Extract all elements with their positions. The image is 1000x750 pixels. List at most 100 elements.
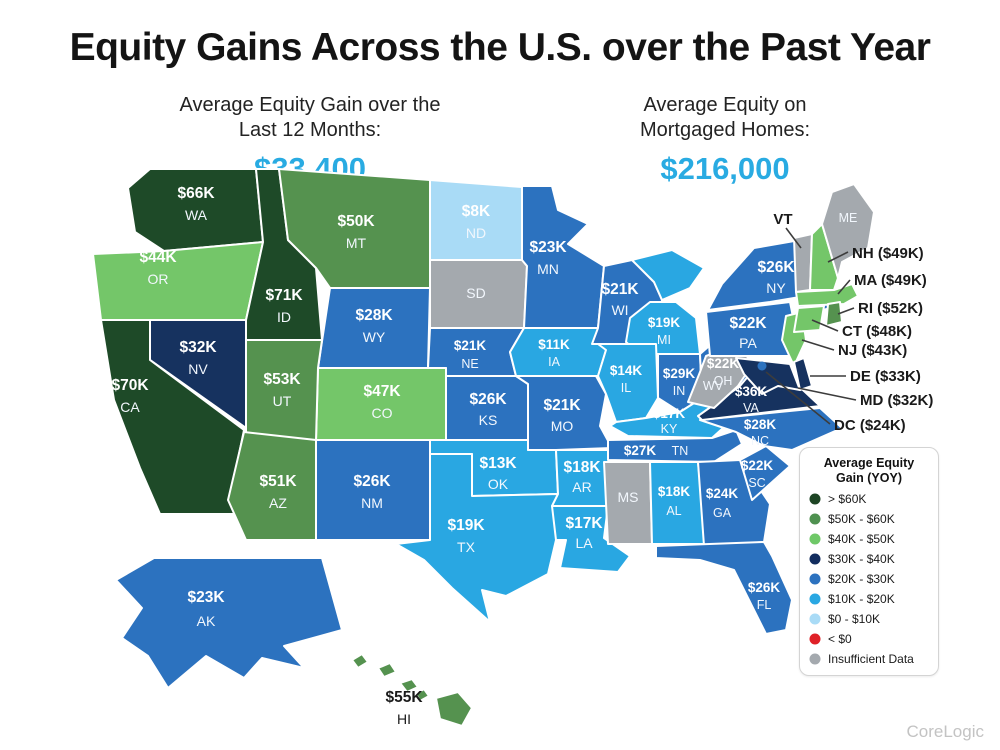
legend-item-label: $40K - $50K bbox=[828, 532, 895, 546]
state-ms-abbr: MS bbox=[618, 489, 639, 505]
state-nv-value: $32K bbox=[179, 339, 217, 356]
legend-swatch-icon bbox=[809, 653, 821, 665]
page-title: Equity Gains Across the U.S. over the Pa… bbox=[69, 26, 931, 69]
stat-label-line: Mortgaged Homes: bbox=[639, 119, 811, 141]
callout-nh-line bbox=[827, 251, 849, 263]
legend-swatch-icon bbox=[809, 633, 821, 645]
state-ca-abbr: CA bbox=[120, 399, 140, 415]
state-pa-abbr: PA bbox=[739, 335, 757, 351]
state-de bbox=[793, 357, 813, 391]
callout-ct-line bbox=[811, 319, 839, 332]
state-nd bbox=[429, 179, 523, 261]
state-co-value: $47K bbox=[363, 383, 401, 400]
state-id-abbr: ID bbox=[277, 309, 291, 325]
state-wi-value: $21K bbox=[601, 281, 639, 298]
state-me bbox=[821, 183, 875, 279]
legend-item-label: $0 - $10K bbox=[828, 612, 881, 626]
state-ok-abbr: OK bbox=[488, 476, 509, 492]
callout-ma-line bbox=[837, 279, 851, 295]
legend-swatch bbox=[809, 653, 821, 665]
legend-title-line: Average Equity bbox=[823, 456, 915, 470]
state-ar-abbr: AR bbox=[572, 479, 591, 495]
state-ks-value: $26K bbox=[469, 391, 507, 408]
state-in-value: $29K bbox=[663, 366, 696, 381]
state-ut-abbr: UT bbox=[273, 393, 292, 409]
state-nc-abbr: NC bbox=[751, 434, 769, 448]
state-wy bbox=[317, 287, 431, 369]
callout-nj: NJ ($43K) bbox=[838, 342, 907, 359]
legend-item: $0 - $10K bbox=[809, 612, 929, 626]
state-hi-island bbox=[351, 653, 369, 669]
state-dc-marker bbox=[757, 361, 767, 371]
state-nh bbox=[809, 223, 839, 291]
state-fl bbox=[655, 541, 793, 635]
state-mt-value: $50K bbox=[337, 213, 375, 230]
legend-item: $30K - $40K bbox=[809, 552, 929, 566]
state-wa-abbr: WA bbox=[185, 207, 208, 223]
state-ut bbox=[245, 339, 323, 441]
state-id-value: $71K bbox=[265, 287, 303, 304]
state-tx-abbr: TX bbox=[457, 539, 476, 555]
stat-label-line: Average Equity on bbox=[643, 94, 807, 116]
callout-md: MD ($32K) bbox=[860, 392, 933, 409]
state-al bbox=[649, 461, 707, 545]
legend-swatch-icon bbox=[809, 493, 821, 505]
legend-item: $10K - $20K bbox=[809, 592, 929, 606]
legend-item-label: $50K - $60K bbox=[828, 512, 895, 526]
state-md bbox=[735, 357, 801, 395]
legend-swatch-icon bbox=[809, 533, 821, 545]
state-ak bbox=[115, 557, 343, 689]
legend-item-label: $10K - $20K bbox=[828, 592, 895, 606]
callout-md-line bbox=[797, 387, 857, 401]
state-ok-value: $13K bbox=[479, 455, 517, 472]
legend-swatch bbox=[809, 513, 821, 525]
state-va-abbr: VA bbox=[743, 401, 759, 415]
state-ca-value: $70K bbox=[111, 377, 149, 394]
state-ny-value: $26K bbox=[757, 259, 795, 276]
state-mn-abbr: MN bbox=[537, 261, 559, 277]
state-wy-value: $28K bbox=[355, 307, 393, 324]
state-sc bbox=[739, 445, 791, 501]
state-ct bbox=[793, 305, 825, 333]
legend-swatch bbox=[809, 533, 821, 545]
state-nm bbox=[315, 439, 431, 541]
state-al-abbr: AL bbox=[666, 504, 681, 518]
stat-average-equity-gain: Average Equity Gain over the Last 12 Mon… bbox=[135, 93, 485, 187]
state-mn bbox=[521, 185, 605, 329]
stat-value: $216,000 bbox=[660, 151, 790, 186]
state-hi-value: $55K bbox=[385, 689, 423, 706]
callout-de: DE ($33K) bbox=[850, 368, 921, 385]
state-il-value: $14K bbox=[610, 363, 643, 378]
legend-swatch bbox=[809, 573, 821, 585]
state-ut-value: $53K bbox=[263, 371, 301, 388]
state-il-abbr: IL bbox=[621, 381, 631, 395]
state-tn-value: $27K bbox=[624, 443, 657, 458]
state-wv-abbr: WV bbox=[703, 379, 724, 393]
state-nd-value: $8K bbox=[462, 203, 491, 220]
legend-item: < $0 bbox=[809, 632, 929, 646]
callout-ct: CT ($48K) bbox=[842, 323, 912, 340]
callout-ri-line bbox=[837, 307, 855, 315]
state-la-value: $17K bbox=[565, 515, 603, 532]
state-nv-abbr: NV bbox=[188, 361, 208, 377]
state-in-abbr: IN bbox=[673, 384, 686, 398]
state-al-value: $18K bbox=[658, 484, 691, 499]
legend-swatch bbox=[809, 593, 821, 605]
callout-vt-line bbox=[785, 227, 802, 249]
stat-label-line: Average Equity Gain over the bbox=[179, 94, 441, 116]
state-co bbox=[315, 367, 447, 441]
state-la-abbr: LA bbox=[575, 535, 593, 551]
attribution: CoreLogic bbox=[906, 722, 985, 741]
callout-dc-line bbox=[765, 371, 831, 425]
callout-vt: VT bbox=[773, 211, 792, 228]
callout-nh: NH ($49K) bbox=[852, 245, 924, 262]
state-oh-abbr: OH bbox=[714, 374, 733, 388]
state-az bbox=[227, 431, 317, 541]
legend-item: > $60K bbox=[809, 492, 929, 506]
state-fl-abbr: FL bbox=[757, 598, 772, 612]
state-fl-value: $26K bbox=[748, 580, 781, 595]
state-nd-abbr: ND bbox=[466, 225, 486, 241]
state-hi-island bbox=[415, 688, 430, 702]
state-ia-value: $11K bbox=[538, 337, 570, 352]
